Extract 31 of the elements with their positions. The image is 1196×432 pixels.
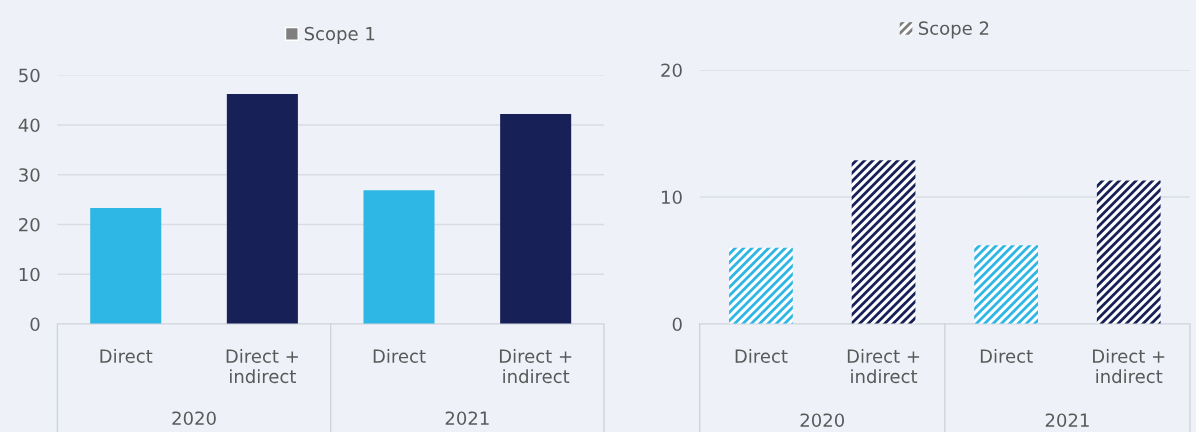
- y-tick-label: 0: [672, 317, 682, 332]
- x-tick-label: Direct + indirect: [226, 349, 298, 384]
- x-tick-label: Direct + indirect: [847, 349, 920, 384]
- bar: [90, 208, 162, 324]
- bar: [729, 247, 793, 324]
- y-tick-label: 40: [18, 118, 40, 133]
- y-tick-label: 20: [19, 217, 40, 232]
- bar: [226, 94, 298, 324]
- text: 2020: [800, 413, 845, 428]
- y-tick-label: 10: [662, 190, 682, 205]
- bar: [363, 190, 435, 324]
- x-tick-label: Direct: [735, 349, 788, 363]
- text: Scope 1: [304, 26, 375, 44]
- x-tick-label: Direct: [980, 349, 1033, 363]
- x-tick-label: Direct: [373, 349, 426, 363]
- y-tick-label: 20: [661, 63, 682, 78]
- bar: [500, 113, 572, 324]
- bar: [851, 160, 916, 324]
- y-tick-label: 30: [19, 168, 40, 182]
- x-tick-label: Direct + indirect: [499, 349, 572, 384]
- text: 2021: [445, 411, 489, 426]
- x-tick-label: Direct + indirect: [1093, 349, 1165, 384]
- y-tick-label: 10: [19, 267, 40, 282]
- y-tick-label: 0: [30, 317, 40, 332]
- bar: [974, 245, 1039, 324]
- bar: [1096, 180, 1161, 324]
- text: 2020: [172, 411, 216, 426]
- text: 2021: [1045, 413, 1089, 428]
- y-tick-label: 50: [19, 68, 40, 83]
- text: Scope 2: [918, 21, 989, 39]
- x-tick-label: Direct: [100, 349, 153, 363]
